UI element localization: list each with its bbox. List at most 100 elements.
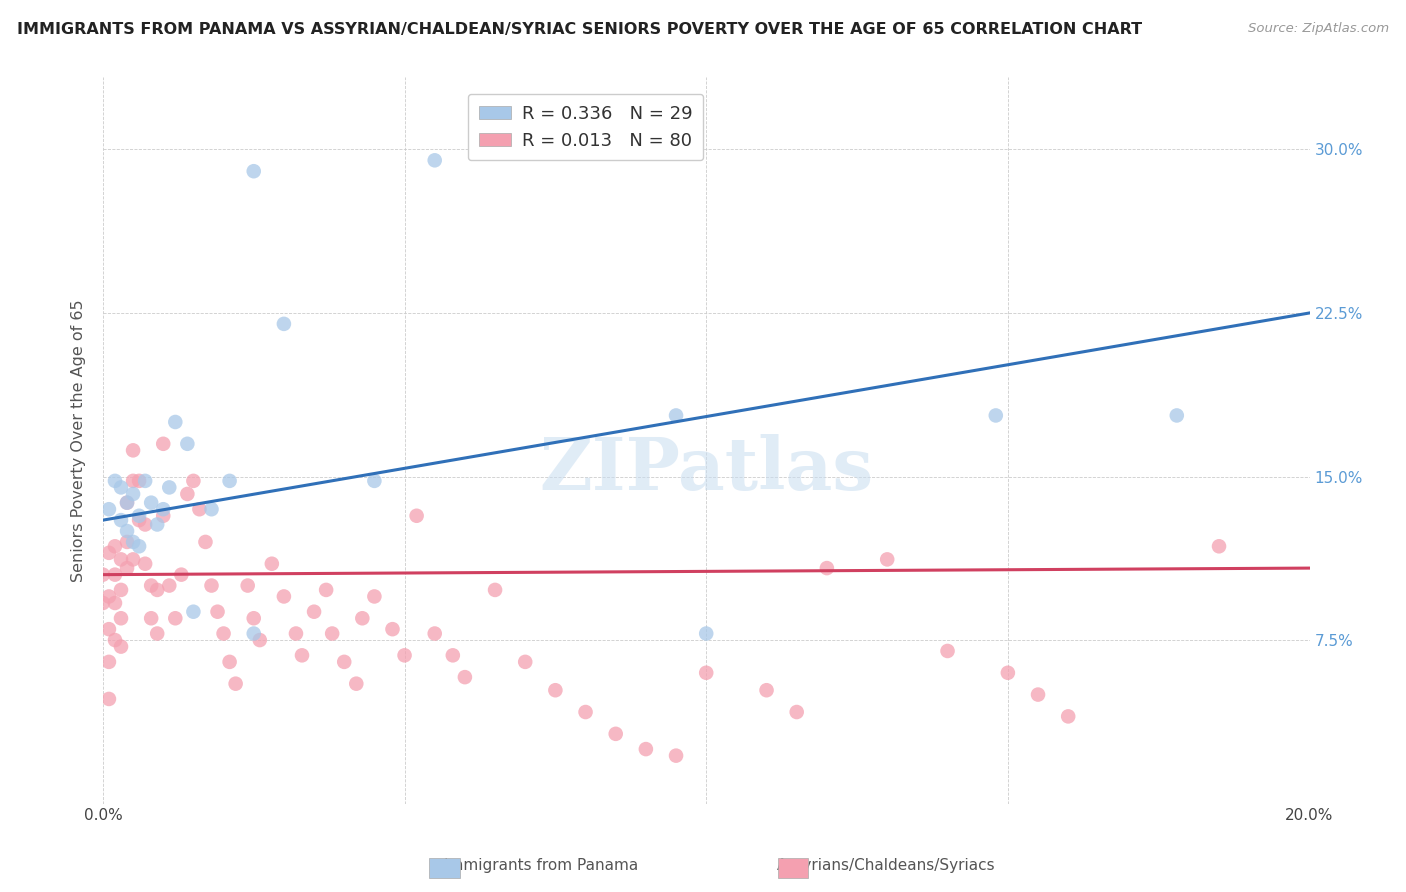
Text: Assyrians/Chaldeans/Syriacs: Assyrians/Chaldeans/Syriacs xyxy=(776,858,995,872)
Point xyxy=(665,409,688,423)
Point xyxy=(157,578,180,592)
Text: ZIPatlas: ZIPatlas xyxy=(538,434,873,505)
Point xyxy=(997,665,1019,680)
Point xyxy=(97,655,120,669)
Point xyxy=(104,596,127,610)
Point xyxy=(755,683,778,698)
Point xyxy=(97,622,120,636)
Point xyxy=(236,578,259,592)
Point xyxy=(146,626,169,640)
Point xyxy=(194,535,217,549)
Point xyxy=(321,626,343,640)
Point xyxy=(122,443,145,458)
Point xyxy=(207,605,229,619)
Point xyxy=(115,535,138,549)
Point xyxy=(170,567,193,582)
Point xyxy=(115,524,138,538)
Point xyxy=(574,705,596,719)
Point xyxy=(97,590,120,604)
Point xyxy=(97,692,120,706)
Point xyxy=(218,655,240,669)
Point xyxy=(104,474,127,488)
Point xyxy=(333,655,356,669)
Point xyxy=(165,415,187,429)
Point xyxy=(423,626,446,640)
Point xyxy=(104,633,127,648)
Point xyxy=(441,648,464,663)
Point xyxy=(141,496,163,510)
Point xyxy=(352,611,374,625)
Point xyxy=(110,582,132,597)
Point xyxy=(122,552,145,566)
Point xyxy=(273,317,295,331)
Point xyxy=(176,437,198,451)
Point xyxy=(285,626,308,640)
Point xyxy=(134,517,156,532)
Point xyxy=(104,567,127,582)
Point xyxy=(242,164,264,178)
Point xyxy=(122,487,145,501)
Point xyxy=(188,502,211,516)
Text: Immigrants from Panama: Immigrants from Panama xyxy=(444,858,638,872)
Point xyxy=(115,496,138,510)
Point xyxy=(183,605,205,619)
Point xyxy=(110,640,132,654)
Point xyxy=(146,582,169,597)
Point xyxy=(876,552,898,566)
Point xyxy=(273,590,295,604)
Point xyxy=(110,480,132,494)
Point xyxy=(218,474,240,488)
Point xyxy=(394,648,416,663)
Point xyxy=(134,474,156,488)
Point xyxy=(1026,688,1049,702)
Point xyxy=(423,153,446,168)
Point xyxy=(122,535,145,549)
Point xyxy=(110,552,132,566)
Point xyxy=(128,474,150,488)
Text: IMMIGRANTS FROM PANAMA VS ASSYRIAN/CHALDEAN/SYRIAC SENIORS POVERTY OVER THE AGE : IMMIGRANTS FROM PANAMA VS ASSYRIAN/CHALD… xyxy=(17,22,1142,37)
Point xyxy=(128,508,150,523)
Point xyxy=(122,474,145,488)
Point xyxy=(91,596,114,610)
Point xyxy=(104,539,127,553)
Point xyxy=(665,748,688,763)
Point xyxy=(97,546,120,560)
Point xyxy=(110,611,132,625)
Text: Source: ZipAtlas.com: Source: ZipAtlas.com xyxy=(1249,22,1389,36)
Y-axis label: Seniors Poverty Over the Age of 65: Seniors Poverty Over the Age of 65 xyxy=(72,299,86,582)
Point xyxy=(242,611,264,625)
Point xyxy=(363,590,385,604)
Point xyxy=(302,605,325,619)
Point xyxy=(815,561,838,575)
Point xyxy=(695,626,717,640)
Point xyxy=(515,655,537,669)
Point xyxy=(1208,539,1230,553)
Point xyxy=(165,611,187,625)
Point xyxy=(242,626,264,640)
Point xyxy=(454,670,477,684)
Point xyxy=(381,622,404,636)
Point xyxy=(141,578,163,592)
Point xyxy=(695,665,717,680)
Point xyxy=(115,561,138,575)
Point xyxy=(786,705,808,719)
Point xyxy=(1166,409,1188,423)
Point xyxy=(146,517,169,532)
Point xyxy=(183,474,205,488)
Point xyxy=(405,508,427,523)
Point xyxy=(152,508,174,523)
Point xyxy=(157,480,180,494)
Point xyxy=(128,539,150,553)
Point xyxy=(984,409,1007,423)
Point xyxy=(152,502,174,516)
Point xyxy=(260,557,283,571)
Point xyxy=(141,611,163,625)
Point xyxy=(605,727,627,741)
Point xyxy=(225,676,247,690)
Point xyxy=(291,648,314,663)
Point xyxy=(110,513,132,527)
Point xyxy=(1057,709,1080,723)
Point xyxy=(212,626,235,640)
Point xyxy=(544,683,567,698)
Point xyxy=(315,582,337,597)
